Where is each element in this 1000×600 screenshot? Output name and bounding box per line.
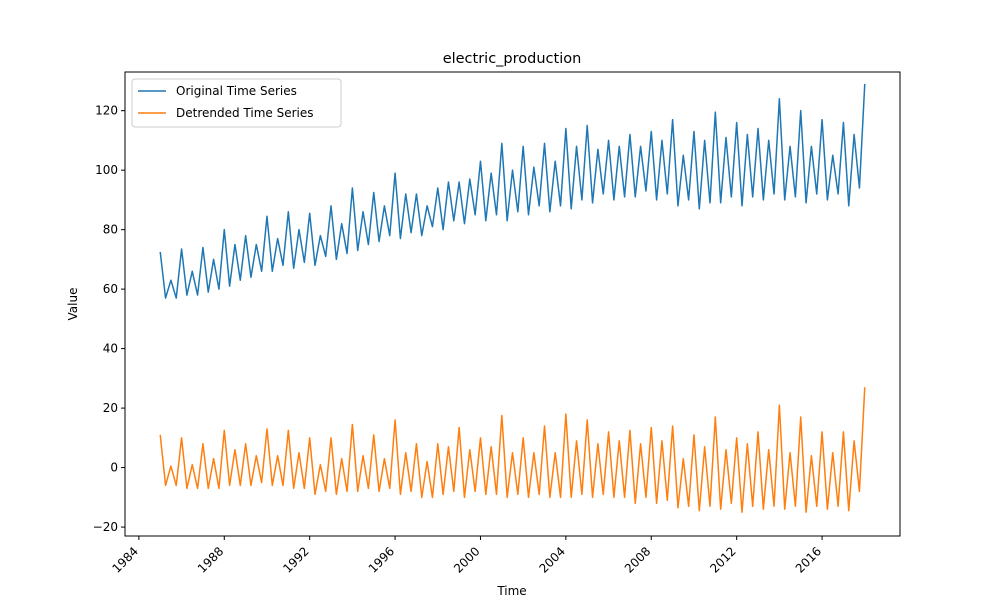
plot-lines	[159, 83, 866, 513]
x-tick-label: 2012	[707, 544, 738, 575]
y-tick-label: 120	[95, 104, 118, 118]
x-tick-label: 2004	[536, 544, 567, 575]
y-tick-label: 20	[103, 401, 118, 415]
legend-label-0: Original Time Series	[176, 84, 297, 98]
y-tick-label: 60	[103, 282, 118, 296]
x-tick-label: 1992	[280, 544, 311, 575]
x-tick-label: 1984	[109, 544, 140, 575]
x-tick-label: 1988	[195, 544, 226, 575]
y-axis: −20 0 20 40 60 80 100 120	[93, 104, 125, 534]
series-line-0	[159, 83, 866, 299]
x-axis: 1984 1988 1992 1996 2000 2004 2008 2012 2016	[109, 536, 824, 576]
plot-frame	[124, 71, 901, 537]
legend-box	[131, 78, 342, 128]
x-tick-label: 2008	[622, 544, 653, 575]
y-axis-title: Value	[66, 288, 80, 321]
y-tick-label: 0	[110, 461, 118, 475]
x-tick-label: 2000	[451, 544, 482, 575]
y-tick-label: 100	[95, 163, 118, 177]
legend-label-1: Detrended Time Series	[176, 106, 314, 120]
series-line-1	[159, 387, 866, 513]
chart-title: electric_production	[443, 51, 582, 67]
x-axis-title: Time	[496, 584, 526, 598]
legend: Original Time Series Detrended Time Serie…	[131, 78, 342, 128]
y-tick-label: 40	[103, 342, 118, 356]
y-tick-label: 80	[103, 223, 118, 237]
x-tick-label: 2016	[793, 544, 824, 575]
x-tick-label: 1996	[366, 544, 397, 575]
y-tick-label: −20	[93, 520, 118, 534]
